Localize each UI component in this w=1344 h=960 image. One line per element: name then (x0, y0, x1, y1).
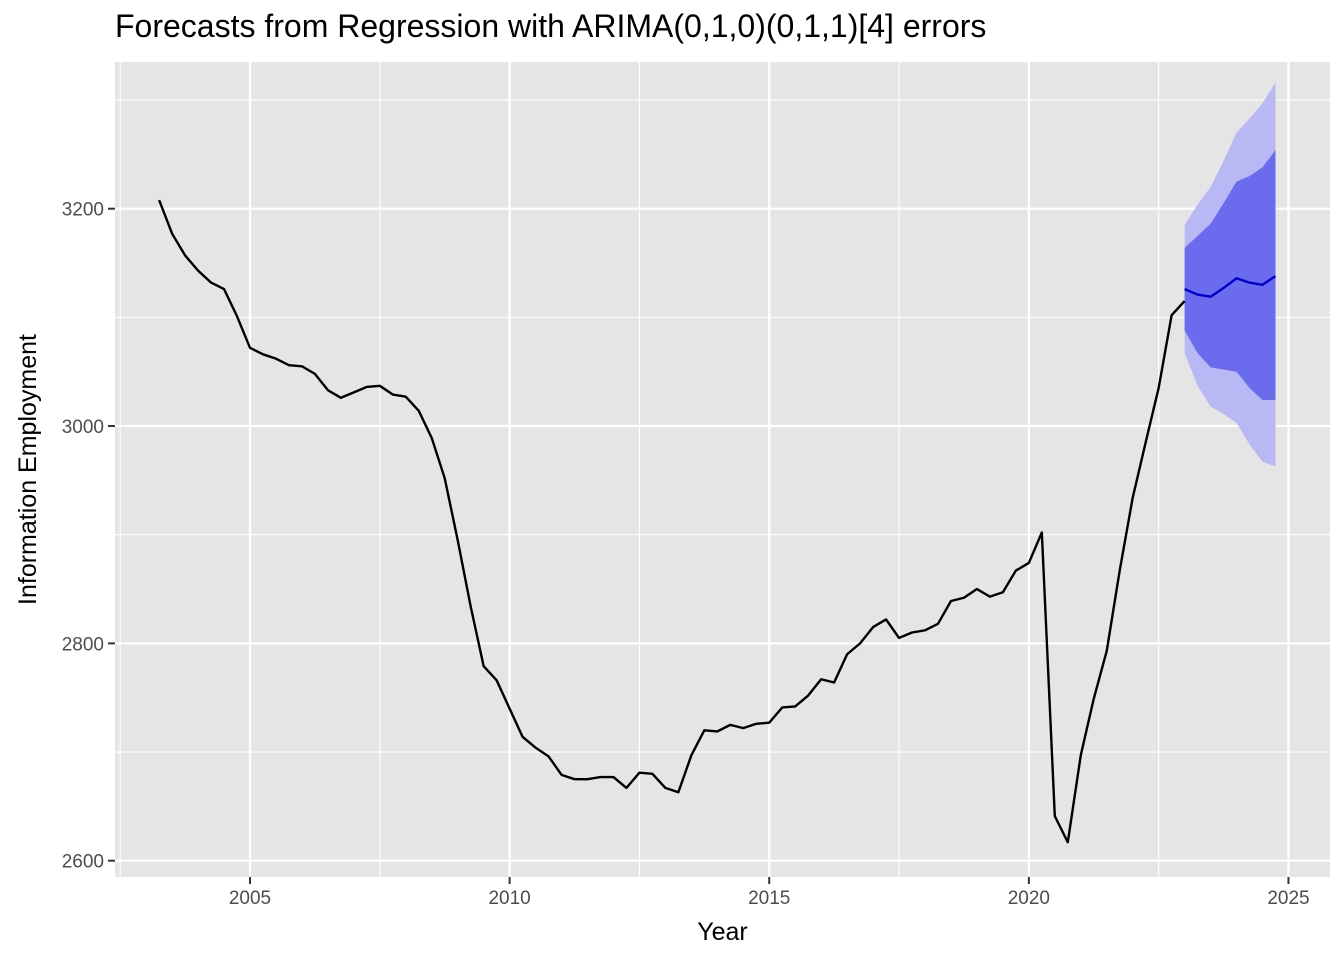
y-tick-label: 2800 (62, 634, 104, 655)
series-lines (158, 199, 1277, 844)
y-tick-label: 3200 (62, 200, 104, 221)
forecast-series-line (1184, 275, 1277, 298)
y-tick-label: 3000 (62, 417, 104, 438)
x-tick-label: 2010 (488, 888, 530, 909)
x-tick-label: 2025 (1267, 888, 1309, 909)
historical-series-line (158, 199, 1186, 844)
axes: 2005 2010 2015 2020 2025 2600 2800 3000 3200 (62, 200, 1310, 909)
x-axis-title: Year (697, 918, 748, 946)
x-tick-label: 2015 (748, 888, 790, 909)
x-tick-label: 2005 (229, 888, 271, 909)
major-gridlines (115, 62, 1330, 877)
chart-title: Forecasts from Regression with ARIMA(0,1… (115, 8, 987, 44)
interval-80-band (1184, 150, 1276, 400)
y-axis-title: Information Employment (14, 334, 42, 605)
prediction-intervals (1184, 82, 1276, 467)
plot-panel (115, 62, 1330, 877)
x-tick-label: 2020 (1008, 888, 1050, 909)
y-tick-label: 2600 (62, 852, 104, 873)
minor-gridlines (115, 62, 1330, 877)
